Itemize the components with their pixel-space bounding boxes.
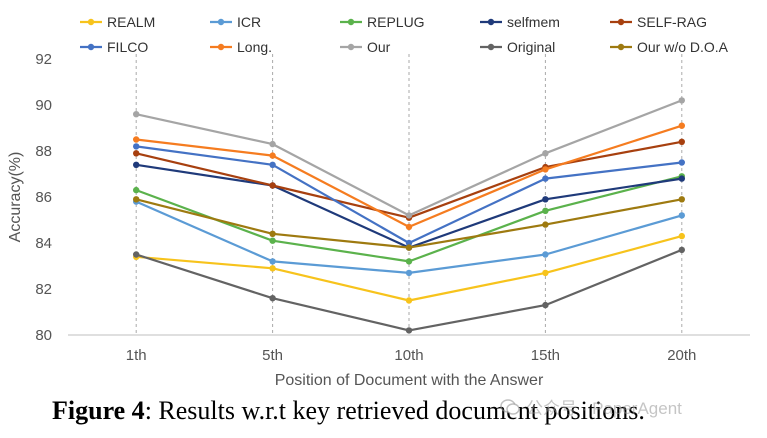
data-point-icr [678,212,685,219]
data-point-our [269,140,276,148]
data-point-self-rag [678,138,685,145]
data-point-replug [269,237,276,244]
legend-marker [487,18,495,26]
legend-label: REALM [107,14,155,30]
legend-marker [487,43,495,51]
y-axis-title: Accuracy(%) [7,152,24,243]
data-point-our [133,111,140,118]
legend-marker [87,43,95,51]
legend-label: Our [367,39,391,55]
data-point-self-rag [133,150,140,157]
data-point-selfmem [133,161,140,168]
data-point-filco [269,161,276,168]
legend-item-self-rag: SELF-RAG [610,14,707,30]
x-tick-label: 20th [667,347,696,364]
data-point-selfmem [542,196,549,203]
legend-label: REPLUG [367,14,425,30]
legend-item-long: Long. [210,39,272,55]
y-tick-label: 82 [35,281,52,298]
y-tick-label: 84 [35,235,52,252]
data-point-original [542,301,549,309]
legend-label: FILCO [107,39,148,55]
data-point-our [542,150,549,157]
x-tick-label: 5th [262,347,283,364]
figure-caption: Figure 4: Results w.r.t key retrieved do… [52,396,752,426]
x-tick-label: 15th [531,347,560,364]
legend-item-replug: REPLUG [340,14,425,30]
data-point-our-w-o-d-o-a [678,196,685,203]
caption-text: : Results w.r.t key retrieved document p… [144,396,645,425]
y-tick-label: 88 [35,143,52,160]
legend-item-our-w-o-d-o-a: Our w/o D.O.A [610,39,729,55]
legend-item-selfmem: selfmem [480,14,560,30]
legend-item-icr: ICR [210,14,261,30]
legend-marker [217,43,225,51]
data-point-realm [405,297,413,304]
data-point-our-w-o-d-o-a [542,221,549,228]
legend-item-filco: FILCO [80,39,148,55]
legend-label: ICR [237,14,261,30]
data-point-icr [405,269,413,277]
legend-label: Our w/o D.O.A [637,39,729,55]
line-chart: 80 82 84 86 88 90 92 1th 5th 10th 15th 20th REALM IC… [7,14,750,389]
data-point-our-w-o-d-o-a [269,230,276,237]
series-lines [133,97,685,334]
data-point-long [269,152,276,159]
data-point-self-rag [269,182,276,189]
x-axis-title: Position of Document with the Answer [275,372,544,389]
legend-marker [347,43,355,51]
data-point-long [678,122,685,129]
data-point-long [133,136,140,143]
data-point-filco [678,159,685,166]
data-point-original [269,295,276,302]
wechat-icon [500,398,520,415]
data-point-our [405,212,413,219]
data-point-replug [542,207,549,214]
data-point-long [542,166,549,173]
data-point-original [678,246,685,254]
data-point-our-w-o-d-o-a [405,244,413,251]
y-tick-label: 90 [35,97,52,114]
data-point-filco [133,143,140,150]
legend-marker [617,18,625,26]
watermark-text: 公众号 · PaperAgent [526,399,682,418]
data-point-filco [405,239,413,247]
data-point-original [133,251,140,258]
legend-label: SELF-RAG [637,14,707,30]
legend-label: Long. [237,39,272,55]
data-point-selfmem [678,175,685,182]
caption-label: Figure 4 [52,396,145,425]
y-tick-label: 86 [35,189,52,206]
legend-label: Original [507,39,555,55]
legend-item-realm: REALM [80,14,155,30]
x-tick-label: 1th [126,347,147,364]
data-point-icr [542,251,549,258]
gridlines [135,54,683,335]
data-point-realm [542,269,549,277]
x-tick-label: 10th [394,347,423,364]
data-point-our [678,97,685,104]
legend-marker [347,18,355,26]
data-point-filco [542,175,549,182]
data-point-long [405,223,413,231]
y-tick-label: 80 [35,327,52,344]
data-point-realm [269,265,276,272]
legend-item-our: Our [340,39,391,55]
data-point-original [405,327,413,334]
axes: 80 82 84 86 88 90 92 1th 5th 10th 15th 20th [35,51,750,364]
watermark: 公众号 · PaperAgent [500,394,682,419]
legend: REALM ICR REPLUG selfmem SELF-RAG FILCO Long. O… [80,14,729,55]
legend-marker [217,18,225,26]
legend-marker [617,43,625,51]
y-tick-label: 92 [35,51,52,68]
data-point-icr [269,258,276,265]
legend-label: selfmem [507,14,560,30]
data-point-replug [133,186,140,194]
legend-marker [87,18,95,26]
data-point-replug [405,258,413,265]
data-point-realm [678,232,685,240]
data-point-our-w-o-d-o-a [133,196,140,203]
legend-item-original: Original [480,39,555,55]
